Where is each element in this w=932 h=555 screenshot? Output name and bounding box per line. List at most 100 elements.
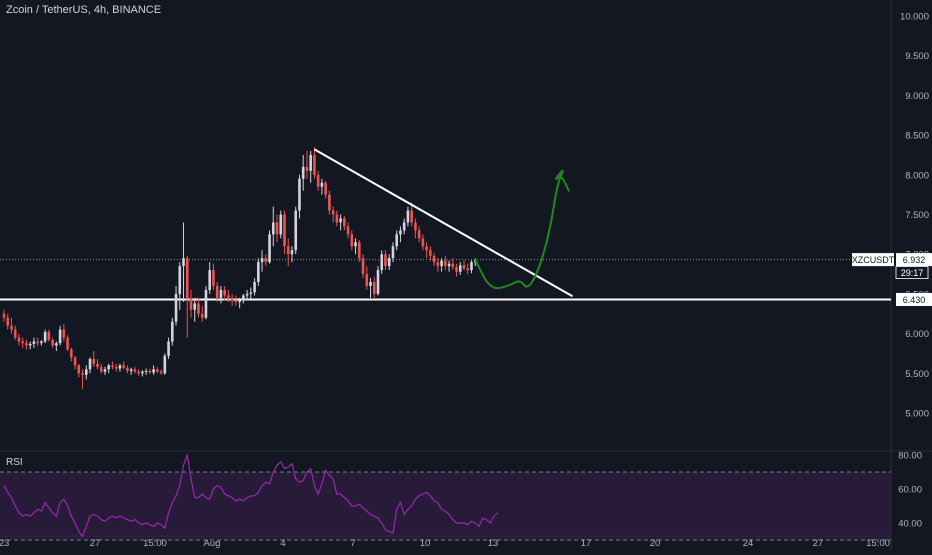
price-tick-label: 10.000 — [900, 12, 929, 23]
time-tick-label: 24 — [743, 538, 754, 549]
candle-body — [204, 289, 208, 318]
candle-body — [372, 281, 376, 294]
candle-body — [245, 293, 249, 296]
price-tick-label: 9.000 — [905, 91, 929, 102]
candle-body — [440, 260, 443, 267]
candle-body — [111, 365, 114, 367]
candle-body — [462, 265, 466, 269]
price-tick-label: 8.000 — [905, 170, 929, 181]
candle-body — [174, 293, 178, 322]
level-price-badge — [896, 292, 932, 306]
candle-body — [369, 281, 372, 286]
candle-body — [208, 270, 211, 290]
candle-body — [25, 343, 28, 346]
candle-body — [395, 234, 398, 247]
candle-body — [358, 242, 361, 259]
candle-body — [227, 295, 230, 298]
time-tick-label: 4 — [280, 538, 285, 549]
chart-title: Zcoin / TetherUS, 4h, BINANCE — [6, 4, 162, 16]
candle-body — [466, 268, 470, 271]
candle-body — [66, 337, 69, 350]
candle-body — [279, 214, 283, 235]
rsi-band — [0, 472, 891, 540]
candle-body — [242, 295, 245, 301]
rsi-line — [3, 452, 499, 538]
candle-body — [47, 332, 51, 340]
candle-body — [43, 332, 47, 342]
candle-body — [402, 222, 406, 231]
candle-body — [429, 250, 432, 256]
candle-body — [350, 234, 354, 247]
candle-body — [152, 369, 155, 373]
candle-body — [406, 210, 410, 223]
candle-body — [421, 238, 425, 247]
symbol-badge-text: XZCUSDT — [852, 255, 895, 265]
candle-body — [200, 313, 204, 318]
candle-body — [249, 292, 253, 294]
candle-body — [88, 359, 92, 370]
candle-body — [159, 371, 163, 374]
candle-body — [451, 263, 455, 267]
candle-body — [316, 174, 320, 187]
candle-body — [447, 263, 451, 267]
candle-body — [425, 246, 428, 251]
candle-body — [328, 194, 331, 211]
candle-body — [163, 355, 167, 374]
candle-body — [346, 226, 350, 235]
candle-body — [126, 367, 129, 371]
candle-body — [268, 234, 271, 263]
candle-body — [62, 329, 66, 338]
candle-body — [17, 337, 21, 342]
candle-body — [185, 258, 189, 298]
time-tick-label: 20 — [650, 538, 661, 549]
candle-body — [343, 218, 346, 227]
candle-body — [144, 370, 148, 372]
time-tick-label: 13 — [488, 538, 499, 549]
candle-body — [13, 329, 17, 338]
candle-body — [99, 366, 103, 372]
projection-path — [474, 169, 570, 290]
candle-body — [156, 369, 159, 372]
candle-body — [458, 265, 462, 272]
candle-body — [365, 274, 369, 286]
candle-body — [294, 210, 298, 251]
candle-body — [122, 365, 125, 368]
candle-body — [414, 222, 417, 231]
candle-body — [51, 339, 54, 346]
candle-body — [335, 214, 339, 223]
candle-body — [118, 365, 122, 369]
candle-body — [141, 371, 144, 374]
candle-body — [271, 222, 275, 235]
time-tick-label: 15:00 — [143, 538, 167, 549]
candle-body — [275, 222, 279, 235]
candle-body — [313, 154, 316, 175]
countdown-badge — [895, 266, 929, 279]
trendline — [313, 148, 573, 298]
candle-body — [6, 317, 10, 326]
price-tick-label: 9.500 — [905, 51, 929, 62]
symbol-badge — [852, 253, 894, 267]
candle-body — [171, 321, 174, 342]
candle-body — [197, 303, 200, 314]
time-tick-label: 7 — [350, 538, 355, 549]
candle-body — [167, 341, 170, 356]
candle-body — [223, 289, 226, 296]
price-tick-label: 5.000 — [905, 409, 929, 420]
candle-body — [331, 210, 335, 215]
candle-body — [103, 369, 107, 372]
candle-body — [215, 285, 219, 298]
rsi-tick-label: 40.00 — [898, 519, 922, 530]
last-price-badge — [896, 253, 932, 267]
time-tick-label: 15:00 — [866, 538, 890, 549]
rsi-tick-label: 80.00 — [898, 451, 922, 462]
candle-body — [260, 258, 264, 263]
rsi-tick-label: 60.00 — [898, 485, 922, 496]
candle-body — [129, 369, 133, 371]
candle-body — [21, 341, 24, 344]
candle-body — [380, 254, 384, 271]
candle-body — [417, 230, 421, 239]
candle-body — [2, 313, 6, 318]
